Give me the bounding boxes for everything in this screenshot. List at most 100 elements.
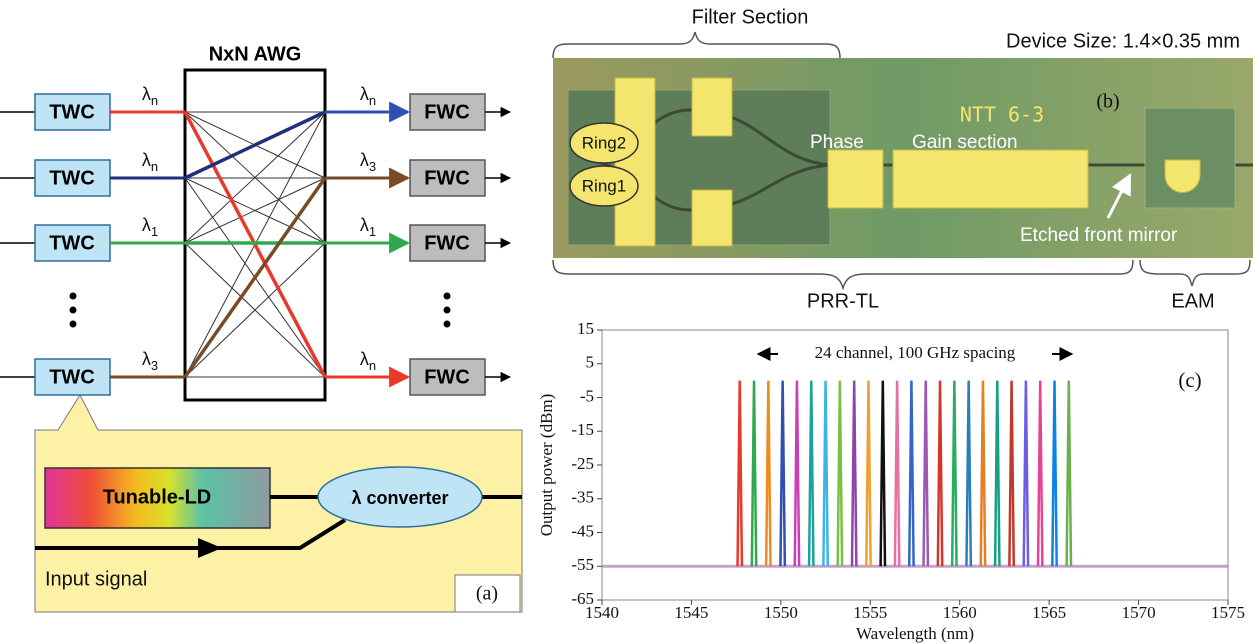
y-tick-label: -5 [580,386,594,405]
wavelength-symbol: λ [360,84,369,104]
x-tick-label: 1540 [585,603,619,622]
panel-tag [454,574,521,613]
channel-peak [779,380,787,567]
wavelength-symbol: λ [142,215,151,235]
annotation: 24 channel, 100 GHz spacing [815,343,1016,362]
input-line [35,518,347,550]
wavelength-label: λn [360,84,376,108]
y-tick-label: -55 [571,555,594,574]
channel-peak [950,380,958,567]
panel-label: (c) [1178,368,1201,392]
wavelength-subscript: n [151,93,158,108]
plot-area [601,329,1229,601]
twc-label: TWC [49,101,95,123]
wavelength-label: λ1 [142,215,158,239]
channel-peak [993,380,1001,567]
wavelength-subscript: n [369,93,376,108]
brace [552,259,1134,291]
wavelength-symbol: λ [360,150,369,170]
wavelength-subscript: 3 [369,159,376,174]
awg-path [184,111,326,244]
channel-peak [1036,380,1044,567]
channel-peak [936,380,944,567]
routed-path [184,110,326,180]
routed-path [183,176,327,379]
channel-peak [750,380,758,567]
laser-box [44,467,271,529]
y-tick-label: -25 [571,454,594,473]
filter-label: Filter Section [692,6,809,28]
channel-peak [1008,380,1016,567]
channel-peak [822,380,830,567]
prr-label: PRR-TL [807,290,879,312]
wavelength-subscript: 1 [151,224,158,239]
panel-label: (b) [1096,91,1119,113]
x-axis-label: Wavelength (nm) [856,624,974,643]
wavelength-label: λ3 [142,349,158,373]
channel-peak [907,380,915,567]
awg-path [184,242,326,378]
twc-label: TWC [49,232,95,254]
ellipsis [69,292,451,328]
wavelength-symbol: λ [142,84,151,104]
mirror-label: Etched front mirror [1020,225,1178,246]
fwc-label: FWC [424,366,470,388]
wavelength-symbol: λ [360,215,369,235]
twc-box [34,159,111,197]
eam-label: EAM [1171,290,1214,312]
x-tick-label: 1570 [1122,603,1156,622]
input-label: Input signal [45,568,147,590]
x-tick-label: 1555 [853,603,887,622]
wavelength-subscript: n [151,159,158,174]
wavelength-subscript: 3 [151,358,158,373]
phase-label: Phase [810,132,864,153]
ring2-label: Ring2 [582,133,626,152]
channel-peak [807,380,815,567]
mirror-arrow [1106,173,1132,219]
wavelength-label: λn [142,84,158,108]
channel-peak [764,380,772,567]
fwc-label: FWC [424,101,470,123]
fwc-label: FWC [424,167,470,189]
x-tick-label: 1545 [674,603,708,622]
fwc-box [409,358,486,396]
ring [569,165,639,207]
x-tick-label: 1560 [943,603,977,622]
wavelength-symbol: λ [360,349,369,369]
twc-label: TWC [49,366,95,388]
converter-label: λ converter [351,488,448,508]
twc-label: TWC [49,167,95,189]
y-tick-label: -45 [571,521,594,540]
laser-label: Tunable-LD [103,486,212,508]
channel-peak [1051,380,1058,567]
size-label: Device Size: 1.4×0.35 mm [1006,30,1240,52]
brace [1139,259,1251,287]
y-tick-label: -15 [571,420,594,439]
awg-box [183,68,327,402]
panel-a: NxN AWG Tunable-LD λ converter Input sig… [0,43,523,613]
wavelength-subscript: 1 [369,224,376,239]
arrowhead [198,538,222,558]
y-tick-label: 15 [577,319,594,338]
awg-label: NxN AWG [209,43,302,65]
pads [614,77,1236,247]
channel-peak [965,380,973,567]
y-tick-label: 5 [586,353,595,372]
wavelength-symbol: λ [142,349,151,369]
converter [317,466,483,528]
brace [552,31,841,59]
wavelength-label: λn [360,349,376,373]
channel-peak [979,380,987,567]
x-tick-label: 1565 [1032,603,1066,622]
callout [34,393,523,613]
chip-label: NTT 6-3 [960,103,1044,127]
wavelength-symbol: λ [142,150,151,170]
wavelength-label: λ1 [360,215,376,239]
channel-peak [1065,380,1073,567]
wavelength-label: λ3 [360,150,376,174]
y-tick-label: -35 [571,488,594,507]
channel-peak [879,380,887,567]
channel-peak [850,380,858,567]
fwc-label: FWC [424,232,470,254]
